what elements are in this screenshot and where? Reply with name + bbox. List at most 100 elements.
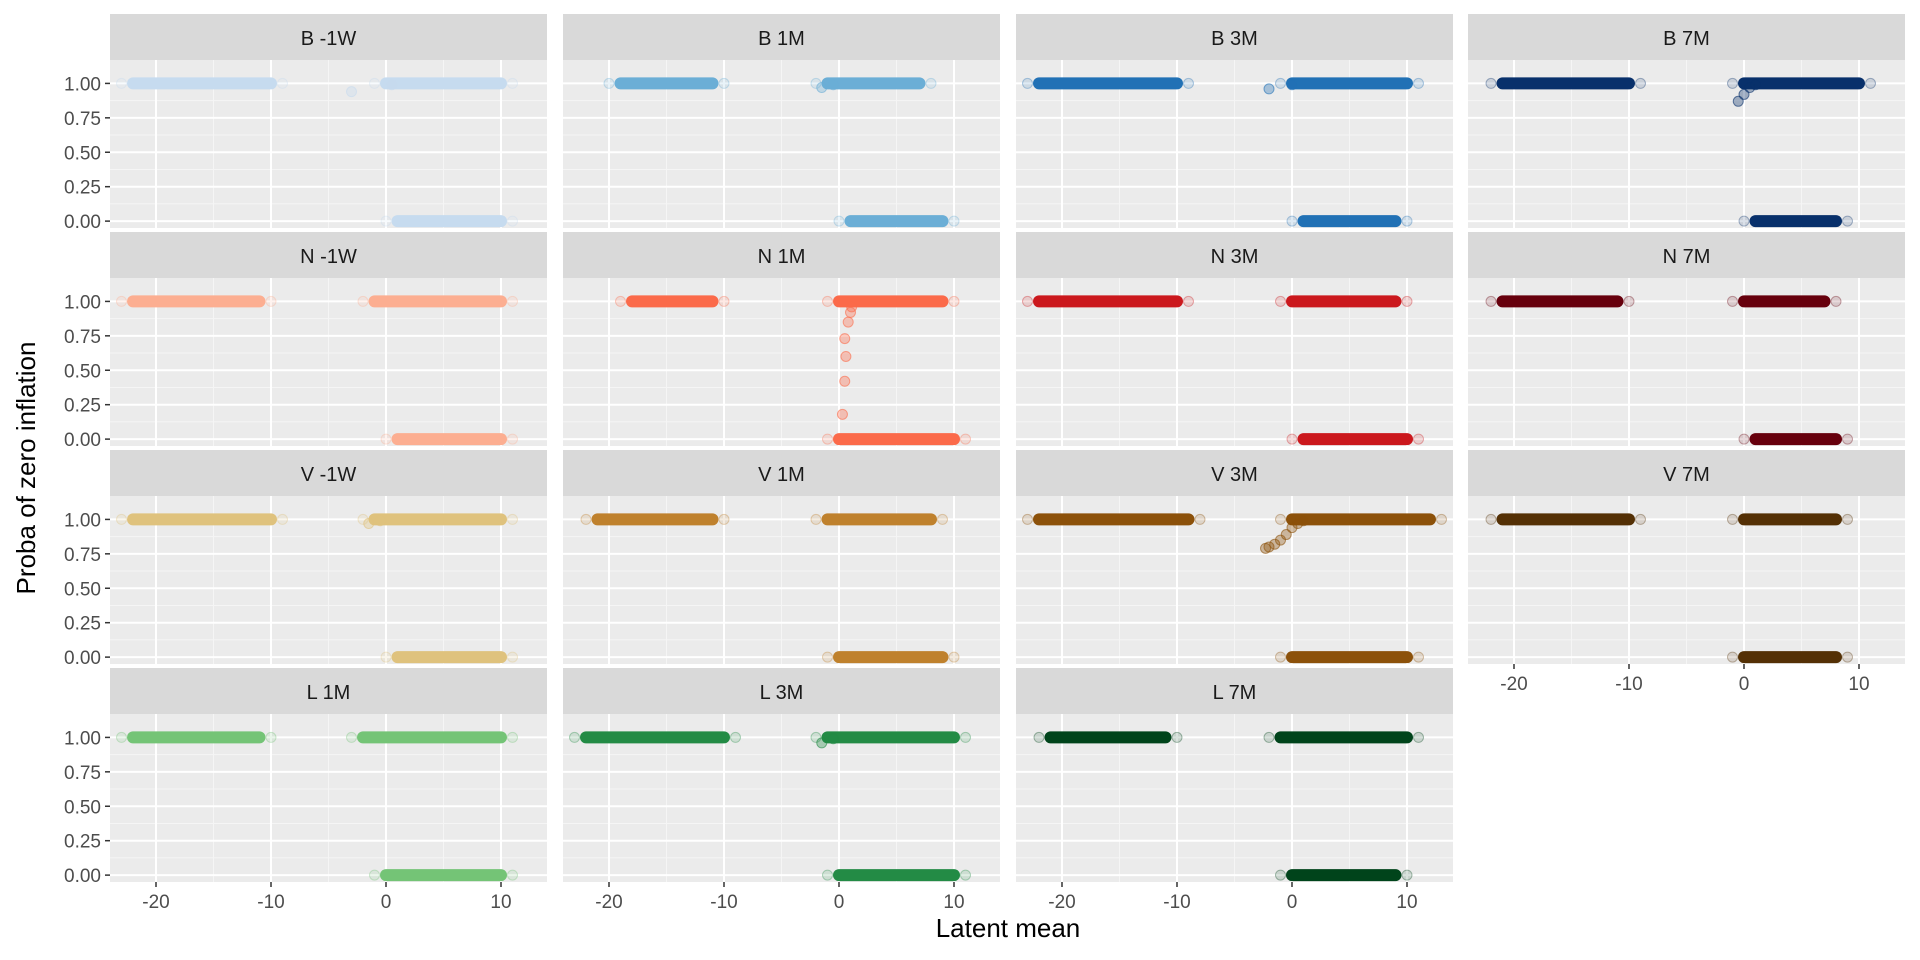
x-tick-label: 10 — [490, 892, 511, 913]
data-point — [363, 518, 375, 530]
data-point-outlier — [357, 513, 369, 525]
data-point-outlier — [357, 295, 369, 307]
y-tick-label: 1.00 — [64, 728, 101, 749]
panel-strip — [563, 14, 1000, 60]
panel-strip-label: V -1W — [301, 464, 357, 486]
data-point-outlier — [569, 731, 580, 743]
data-point-outlier — [718, 77, 730, 89]
panel-b-1w: B -1W 0.00 0.25 0.50 0.75 1.00 — [64, 14, 547, 233]
y-tick-label: 0.75 — [64, 545, 101, 566]
y-tick-label: 0.25 — [64, 396, 101, 417]
y-tick-label: 0.50 — [64, 579, 101, 600]
panel-v-3m: V 3M — [1016, 450, 1453, 664]
data-point-outlier — [116, 77, 127, 89]
data-point-outlier — [1275, 77, 1286, 89]
data-point — [846, 301, 858, 313]
data-point-outlier — [380, 215, 392, 227]
data-point-outlier — [822, 869, 833, 881]
data-point-outlier — [116, 295, 127, 307]
data-point-outlier — [960, 731, 971, 743]
y-axis-title: Proba of zero inflation — [11, 342, 41, 595]
data-point-outlier — [507, 433, 518, 445]
panel-b-1m: B 1M — [563, 14, 1000, 228]
x-tick-label: -10 — [257, 892, 284, 913]
x-tick-label: 0 — [381, 892, 392, 913]
data-point — [836, 408, 848, 420]
data-point-outlier — [1275, 869, 1286, 881]
data-points — [603, 77, 960, 228]
data-point-outlier — [1275, 651, 1286, 663]
data-point-outlier — [960, 869, 971, 881]
y-tick-label: 0.75 — [64, 109, 101, 130]
panel-l-1m: L 1M 0.00 0.25 0.50 0.75 1.00 -20 -10 0 10 — [64, 668, 547, 913]
data-point — [374, 515, 386, 527]
data-point-outlier — [1275, 295, 1286, 307]
data-point-outlier — [1485, 513, 1497, 525]
data-point-outlier — [1022, 77, 1033, 89]
panel-strip-label: V 1M — [758, 464, 805, 486]
x-tick-label: -10 — [1163, 892, 1190, 913]
data-point-outlier — [265, 295, 277, 307]
panel-strip — [1016, 668, 1453, 714]
data-point-outlier — [1413, 77, 1424, 89]
y-tick-label: 0.25 — [64, 178, 101, 199]
data-point-outlier — [1275, 513, 1286, 525]
data-point — [386, 79, 398, 91]
data-point-outlier — [1738, 433, 1750, 445]
data-points — [1485, 77, 1876, 228]
y-tick-label: 1.00 — [64, 292, 101, 313]
data-point-outlier — [1413, 651, 1424, 663]
data-point — [1292, 518, 1304, 530]
data-point-outlier — [1413, 433, 1424, 445]
data-point-outlier — [580, 513, 592, 525]
panels-layer: B -1W 0.00 0.25 0.50 0.75 1.00 B 1M B 3M B 7M N -… — [64, 14, 1905, 913]
panel-strip-label: B -1W — [301, 28, 357, 50]
panel-l-3m: L 3M -20 -10 0 10 — [563, 668, 1000, 913]
panel-strip — [110, 232, 547, 278]
data-point-outlier — [1194, 513, 1206, 525]
data-point-outlier — [1401, 215, 1413, 227]
data-point-outlier — [822, 433, 833, 445]
y-tick-label: 0.00 — [64, 648, 101, 669]
panel-strip-label: N 1M — [758, 246, 806, 268]
data-points — [1485, 513, 1853, 664]
data-point — [1263, 83, 1275, 95]
data-point-outlier — [810, 77, 822, 89]
data-point-outlier — [1865, 77, 1876, 89]
data-point-outlier — [925, 77, 937, 89]
data-point-outlier — [948, 295, 960, 307]
data-point-outlier — [1485, 77, 1497, 89]
panel-strip-label: N -1W — [300, 246, 357, 268]
data-point-outlier — [615, 295, 626, 307]
data-point-outlier — [277, 513, 288, 525]
x-tick-label: -10 — [710, 892, 737, 913]
panel-strip-label: L 3M — [760, 682, 804, 704]
data-point-outlier — [277, 77, 288, 89]
data-point-outlier — [507, 731, 518, 743]
data-points — [569, 731, 971, 882]
panel-n-3m: N 3M — [1016, 232, 1453, 446]
data-point — [1286, 79, 1298, 91]
data-point-outlier — [1171, 731, 1183, 743]
data-point — [816, 82, 828, 94]
panel-strip — [1016, 14, 1453, 60]
panel-b-7m: B 7M — [1468, 14, 1905, 228]
panel-strip — [1468, 450, 1905, 496]
data-point-outlier — [1727, 77, 1738, 89]
data-point-outlier — [380, 651, 392, 663]
data-point — [1263, 541, 1275, 553]
data-point — [842, 316, 854, 328]
panel-n-7m: N 7M — [1468, 232, 1905, 446]
data-points — [116, 513, 518, 664]
data-point — [827, 733, 839, 745]
y-tick-label: 0.75 — [64, 763, 101, 784]
data-point — [1750, 79, 1761, 91]
data-point-outlier — [346, 731, 357, 743]
data-points — [1022, 513, 1447, 664]
panel-strip-label: B 3M — [1211, 28, 1258, 50]
data-point-outlier — [718, 295, 730, 307]
x-tick-label: -10 — [1615, 674, 1642, 695]
data-point — [840, 350, 852, 362]
panel-strip-label: B 1M — [758, 28, 805, 50]
